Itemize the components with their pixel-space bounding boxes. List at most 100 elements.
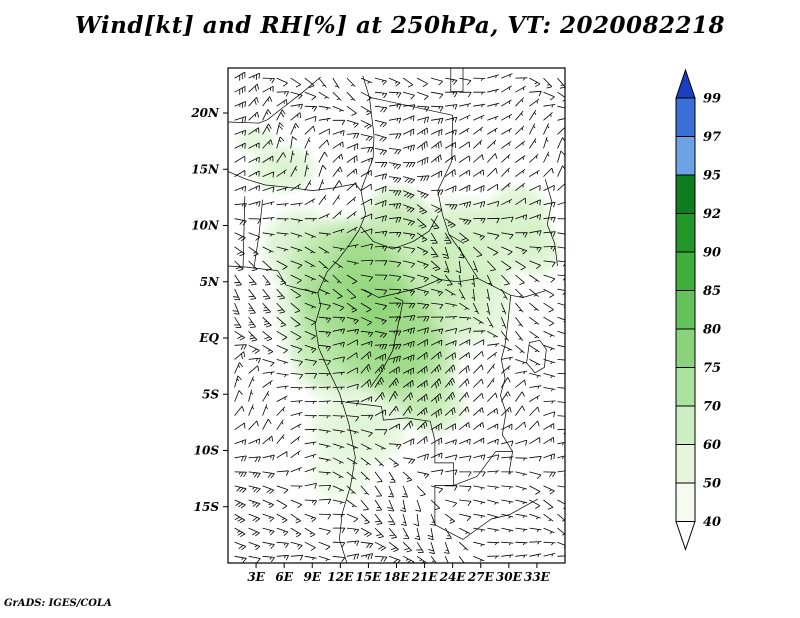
wind-barb [346,339,358,346]
wind-barb [332,541,346,548]
wind-barb [332,555,346,563]
wind-barb [360,198,372,206]
wind-barb [360,213,373,220]
wind-barb [388,513,396,525]
wind-barb [360,553,373,560]
wind-barb [304,527,316,538]
wind-barb [515,421,526,431]
rh-patch [443,259,519,350]
wind-barb [402,354,415,362]
wind-barb [445,104,458,110]
wind-barb [487,454,500,461]
wind-barb [402,392,414,402]
wind-barb [501,141,512,149]
wind-barb [430,351,442,360]
wind-barb [234,422,246,431]
wind-barb [332,485,345,492]
wind-barb [543,400,556,404]
wind-barb [403,457,416,465]
wind-barb [332,401,345,405]
wind-barb [262,404,269,416]
wind-barb [304,400,317,405]
wind-barb [473,232,485,241]
wind-barb [515,274,525,285]
wind-barb [458,141,470,149]
wind-barb [332,316,346,323]
x-axis-label: 18E [384,570,411,584]
wind-barb [234,101,246,109]
wind-barb [543,302,554,313]
wind-barb [543,330,555,338]
wind-barb [543,359,556,365]
wind-barb [276,554,289,561]
wind-barb [515,513,528,519]
wind-barb [515,439,528,446]
wind-barb [290,499,303,509]
wind-barb [290,136,297,149]
wind-barb [444,391,456,402]
wind-barb [374,162,388,168]
wind-barb [459,438,471,445]
wind-barb [346,367,358,374]
wind-barb [332,130,345,136]
wind-barb [529,138,537,149]
wind-barb [262,96,273,107]
wind-barb [416,190,429,199]
wind-barb [543,136,549,149]
wind-barb [262,316,272,328]
wind-barb [529,420,540,430]
wind-barb [276,359,289,365]
wind-barb [388,246,402,253]
wind-barb [346,132,360,139]
wind-barb [332,471,344,479]
wind-barb [515,485,528,491]
wind-barb [290,412,303,416]
wind-barb [529,553,542,558]
wind-barb [318,485,332,491]
wind-barb [515,527,528,532]
wind-barb [500,331,510,342]
wind-barb [543,260,556,267]
wind-barb [445,302,458,308]
wind-barb [248,274,257,286]
wind-barb [501,356,514,361]
wind-barb [387,499,395,512]
wind-barb [529,246,542,253]
wind-barb [543,288,555,298]
wind-barb [234,375,242,388]
wind-barb [473,555,485,562]
wind-barb [360,77,373,84]
wind-barb [388,405,399,416]
wind-barb [388,457,399,468]
wind-barb [388,203,402,209]
wind-barb [276,373,289,378]
wind-barb [445,116,458,123]
wind-barb [290,467,302,473]
wind-barb [417,175,430,182]
wind-barb [402,190,415,199]
wind-barb [501,128,512,135]
wind-barb [290,485,303,489]
wind-barb [557,150,565,163]
wind-barb [459,513,472,522]
wind-barb [304,77,315,88]
wind-barb [416,555,428,563]
wind-barb [487,183,498,191]
wind-barb [515,85,526,93]
wind-barb [529,344,540,353]
wind-barb [332,228,345,234]
wind-barb [332,513,345,518]
wind-barb [430,452,443,459]
wind-barb [473,103,486,108]
wind-barb [501,406,512,416]
x-axis-label: 12E [327,570,354,584]
wind-barb [318,443,331,449]
wind-barb [473,364,484,374]
wind-barb [529,541,542,545]
wind-barb [416,91,429,101]
x-axis-label: 21E [411,570,439,584]
wind-barb [402,485,408,498]
wind-barb [374,392,385,402]
wind-barb [444,218,456,229]
wind-barb [248,201,261,207]
